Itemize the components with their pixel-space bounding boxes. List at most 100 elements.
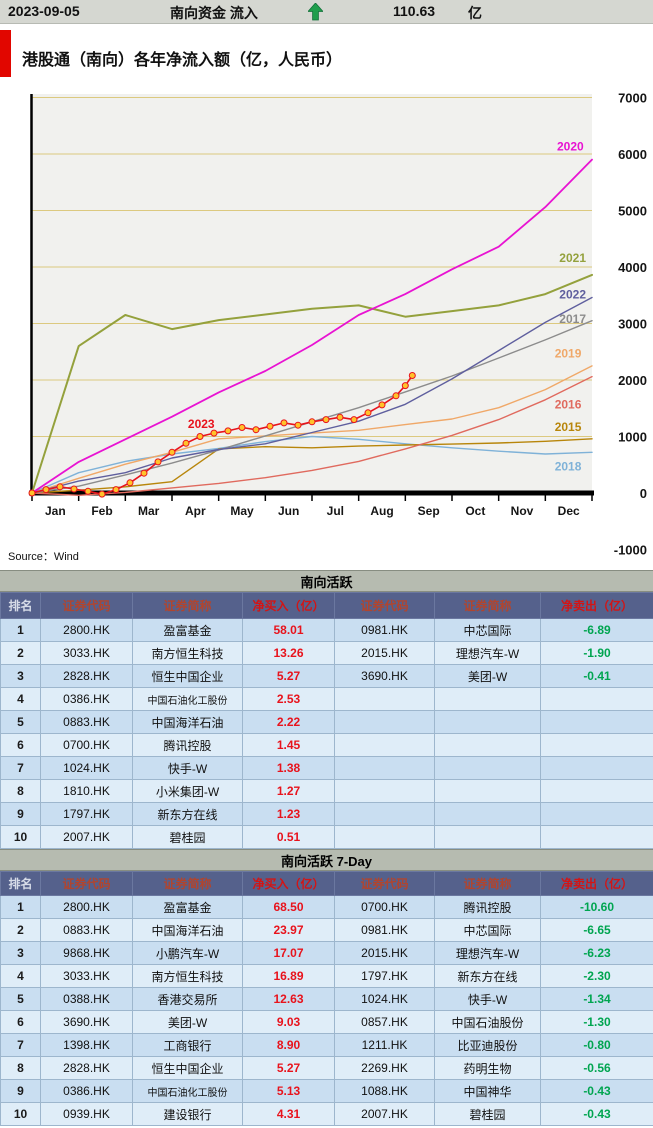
code-cell: 0883.HK	[40, 710, 133, 734]
name-cell: 南方恒生科技	[132, 641, 243, 665]
buy-value-cell: 2.22	[242, 710, 335, 734]
name-cell	[434, 825, 541, 849]
buy-value-cell: 68.50	[242, 895, 335, 919]
column-header-row: 排名 证券代码 证券简称 净买入（亿） 证券代码 证券简称 净卖出（亿）	[0, 871, 653, 896]
series-marker-2023	[322, 416, 330, 424]
code-cell: 0386.HK	[40, 1079, 133, 1103]
rank-cell: 8	[0, 1056, 41, 1080]
sell-value-cell: -0.43	[540, 1102, 653, 1126]
series-line-2020	[31, 158, 593, 494]
name-cell: 中芯国际	[434, 918, 541, 942]
sell-value-cell	[540, 802, 653, 826]
chart-title: 港股通（南向）各年净流入额（亿，人民币）	[22, 52, 343, 69]
name-cell: 工商银行	[132, 1033, 243, 1057]
name-cell	[434, 779, 541, 803]
active-stocks-table-block: 南向活跃 排名 证券代码 证券简称 净买入（亿） 证券代码 证券简称 净卖出（亿） 1 2800…	[0, 570, 653, 849]
rank-cell: 8	[0, 779, 41, 803]
rank-cell: 7	[0, 1033, 41, 1057]
series-line-2015	[31, 438, 593, 494]
y-tick-label: 2000	[618, 373, 647, 388]
rank-cell: 9	[0, 1079, 41, 1103]
series-marker-2023	[280, 419, 288, 427]
code-cell: 1024.HK	[334, 987, 435, 1011]
name-cell: 小米集团-W	[132, 779, 243, 803]
southbound-active-table: 排名 证券代码 证券简称 净买入（亿） 证券代码 证券简称 净卖出（亿） 1 2800.HK 盈富…	[0, 592, 653, 849]
series-marker-2023	[408, 372, 416, 379]
rank-cell: 1	[0, 895, 41, 919]
buy-value-cell: 17.07	[242, 941, 335, 965]
series-marker-2023	[168, 448, 176, 456]
y-tick-label: 6000	[618, 147, 647, 162]
name-cell: 建设银行	[132, 1102, 243, 1126]
name-cell: 碧桂园	[132, 825, 243, 849]
rank-cell: 1	[0, 618, 41, 642]
buy-value-cell: 2.53	[242, 687, 335, 711]
table-title-7day: 南向活跃 7-Day	[0, 849, 653, 871]
x-tick-label: May	[230, 504, 254, 518]
column-header-code: 证券代码	[40, 592, 133, 619]
code-cell	[334, 779, 435, 803]
name-cell	[434, 687, 541, 711]
series-marker-2023	[392, 392, 400, 400]
code-cell: 0883.HK	[40, 918, 133, 942]
sell-value-cell	[540, 687, 653, 711]
x-tick-label: Nov	[511, 504, 534, 518]
series-marker-2023	[28, 489, 36, 497]
code-cell: 1797.HK	[334, 964, 435, 988]
buy-value-cell: 16.89	[242, 964, 335, 988]
sell-value-cell	[540, 779, 653, 803]
series-label-2022: 2022	[559, 288, 586, 302]
name-cell: 中国石油化工股份	[132, 1079, 243, 1103]
sell-value-cell: -1.90	[540, 641, 653, 665]
rank-cell: 10	[0, 1102, 41, 1126]
buy-value-cell: 12.63	[242, 987, 335, 1011]
name-cell: 恒生中国企业	[132, 664, 243, 688]
code-cell: 0939.HK	[40, 1102, 133, 1126]
series-line-2016	[31, 375, 593, 496]
series-marker-2023	[378, 401, 386, 409]
name-cell	[434, 756, 541, 780]
sell-value-cell: -0.43	[540, 1079, 653, 1103]
chart-section: 7000 6000 5000 4000 3000 2000 1000 0 -1000 Jan Feb…	[0, 24, 653, 570]
column-header-code: 证券代码	[40, 871, 133, 896]
red-accent-bar	[0, 30, 11, 77]
name-cell: 比亚迪股份	[434, 1033, 541, 1057]
sell-value-cell	[540, 733, 653, 757]
name-cell: 美团-W	[434, 664, 541, 688]
name-cell: 新东方在线	[434, 964, 541, 988]
x-tick-label: Jul	[327, 504, 344, 518]
x-tick-label: Jun	[278, 504, 299, 518]
x-tick-label: Mar	[138, 504, 160, 518]
code-cell: 2007.HK	[334, 1102, 435, 1126]
code-cell: 3690.HK	[40, 1010, 133, 1034]
rank-cell: 2	[0, 918, 41, 942]
name-cell: 快手-W	[132, 756, 243, 780]
table-row: 1 2800.HK 盈富基金 58.01 0981.HK 中芯国际 -6.89	[0, 618, 653, 642]
name-cell: 腾讯控股	[434, 895, 541, 919]
code-cell: 3033.HK	[40, 641, 133, 665]
sell-value-cell: -1.30	[540, 1010, 653, 1034]
code-cell: 2015.HK	[334, 941, 435, 965]
table-row: 4 0386.HK 中国石油化工股份 2.53	[0, 687, 653, 711]
sell-value-cell: -1.34	[540, 987, 653, 1011]
buy-value-cell: 23.97	[242, 918, 335, 942]
code-cell	[334, 710, 435, 734]
rank-cell: 6	[0, 733, 41, 757]
code-cell: 1398.HK	[40, 1033, 133, 1057]
y-tick-label: 0	[640, 486, 647, 501]
column-header-buy: 净买入（亿）	[242, 592, 335, 619]
code-cell: 0981.HK	[334, 918, 435, 942]
column-header-rank: 排名	[0, 592, 41, 619]
name-cell: 恒生中国企业	[132, 1056, 243, 1080]
sell-value-cell: -6.65	[540, 918, 653, 942]
name-cell: 理想汽车-W	[434, 941, 541, 965]
series-label-2019: 2019	[555, 346, 582, 360]
series-marker-2023	[42, 486, 50, 494]
series-line-2018	[31, 435, 593, 494]
code-cell: 1797.HK	[40, 802, 133, 826]
name-cell: 香港交易所	[132, 987, 243, 1011]
top-status-bar: 2023-09-05 南向资金 流入 110.63 亿	[0, 0, 653, 24]
series-marker-2023	[308, 418, 316, 426]
name-cell: 南方恒生科技	[132, 964, 243, 988]
column-header-name: 证券简称	[434, 871, 541, 896]
